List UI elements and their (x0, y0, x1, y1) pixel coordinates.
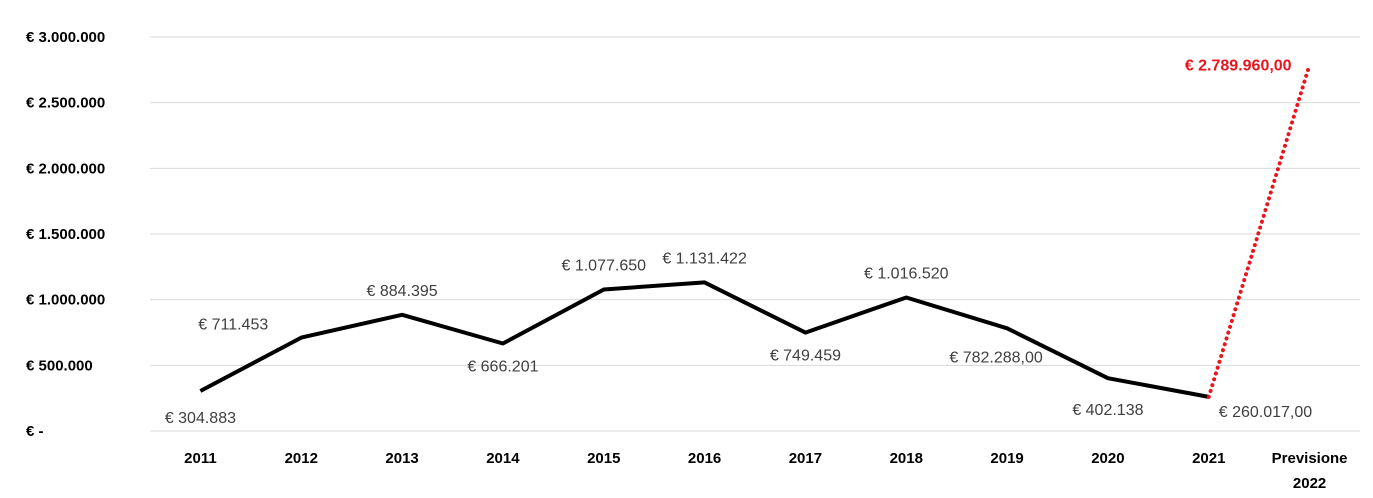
data-label: € 782.288,00 (949, 349, 1043, 366)
x-tick-label: 2017 (789, 450, 822, 467)
x-tick-label: 2018 (890, 450, 923, 467)
data-label: € 402.138 (1072, 402, 1143, 419)
y-tick-label: € 3.000.000 (26, 29, 105, 46)
y-tick-label: € 1.500.000 (26, 226, 105, 243)
data-label: € 260.017,00 (1219, 404, 1313, 421)
forecast-line (1206, 62, 1312, 399)
x-tick-label: 2015 (587, 450, 620, 467)
y-tick-label: € 500.000 (26, 357, 93, 374)
data-label: € 749.459 (770, 348, 841, 365)
x-tick-label: 2011 (184, 450, 217, 467)
x-tick-label: 2013 (385, 450, 418, 467)
y-tick-label: € 2.000.000 (26, 160, 105, 177)
y-tick-label: € 2.500.000 (26, 95, 105, 112)
data-label: € 884.395 (366, 283, 437, 300)
data-label: € 1.131.422 (662, 250, 747, 267)
x-tick-label: 2014 (486, 450, 520, 467)
y-tick-label: € - (26, 423, 44, 440)
x-tick-label: Previsione 2022 (1272, 450, 1348, 492)
data-label: € 711.453 (198, 317, 268, 334)
x-tick-label: 2012 (285, 450, 318, 467)
y-tick-label: € 1.000.000 (26, 292, 105, 309)
x-tick-label: 2016 (688, 450, 721, 467)
forecast-data-label: € 2.789.960,00 (1185, 58, 1292, 75)
data-label: € 666.201 (467, 359, 538, 376)
x-tick-label: 2019 (990, 450, 1023, 467)
data-label: € 1.016.520 (864, 265, 949, 282)
data-label: € 304.883 (165, 410, 236, 427)
x-tick-label: 2021 (1192, 450, 1225, 467)
data-label: € 1.077.650 (561, 257, 646, 274)
x-tick-label: 2020 (1091, 450, 1124, 467)
